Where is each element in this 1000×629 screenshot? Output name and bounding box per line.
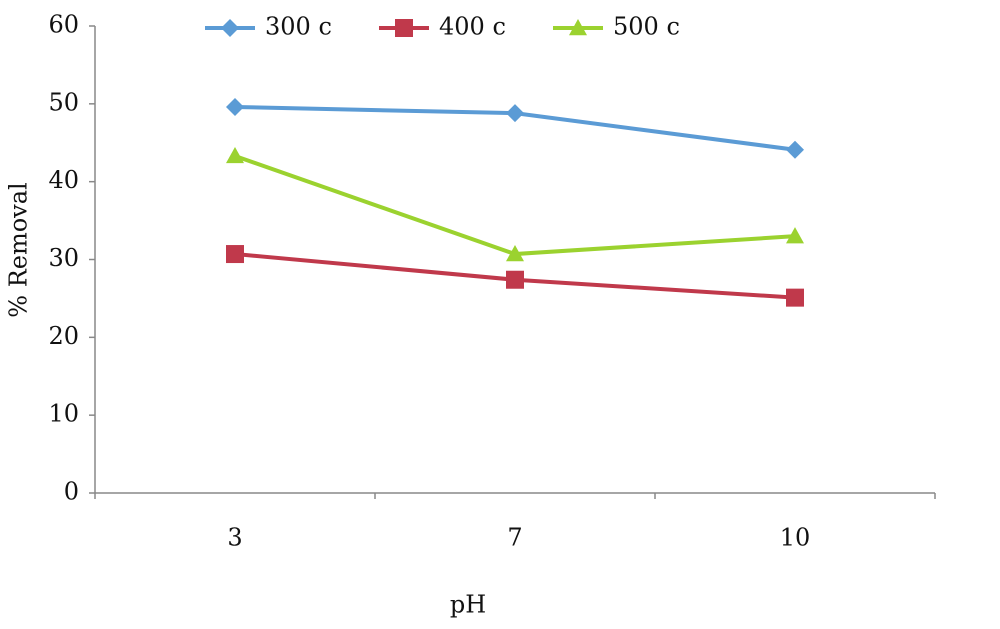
data-point (226, 146, 244, 164)
data-point (226, 245, 244, 264)
legend-label: 400 c (439, 13, 506, 41)
legend-label: 500 c (613, 13, 680, 41)
x-tick-label: 7 (507, 524, 522, 552)
y-axis-label: % Removal (5, 182, 33, 317)
legend-label: 300 c (265, 13, 332, 41)
x-tick-label: 3 (227, 524, 242, 552)
data-point (786, 227, 804, 244)
data-point (786, 140, 804, 159)
y-tick-label: 60 (48, 11, 79, 39)
legend-marker (395, 19, 413, 37)
data-point (226, 97, 244, 116)
y-tick-label: 30 (48, 244, 79, 272)
legend-marker (221, 19, 239, 37)
x-tick-label: 10 (780, 524, 811, 552)
data-point (506, 270, 524, 289)
y-tick-label: 40 (48, 166, 79, 194)
y-tick-label: 20 (48, 322, 79, 350)
y-tick-label: 50 (48, 88, 79, 116)
data-point (506, 245, 524, 262)
legend-marker (569, 19, 587, 36)
y-tick-label: 0 (64, 478, 79, 506)
x-axis-label: pH (450, 591, 486, 619)
data-point (506, 104, 524, 123)
data-point (786, 288, 804, 307)
y-tick-label: 10 (48, 400, 79, 428)
series-line (234, 154, 796, 257)
